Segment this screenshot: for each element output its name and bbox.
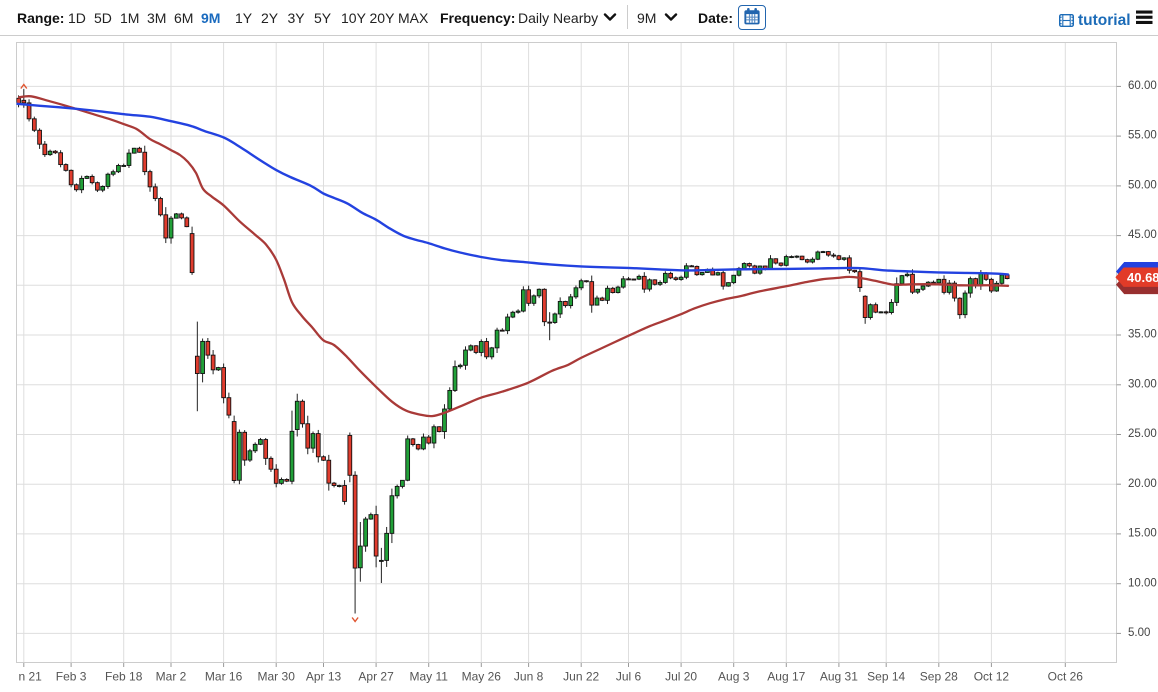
svg-text:Jun 22: Jun 22 — [563, 670, 599, 684]
svg-text:Apr 13: Apr 13 — [306, 670, 342, 684]
svg-text:Jun 8: Jun 8 — [514, 670, 544, 684]
svg-text:Feb 18: Feb 18 — [105, 670, 143, 684]
svg-text:May 26: May 26 — [462, 670, 502, 684]
svg-text:25.00: 25.00 — [1128, 428, 1157, 440]
svg-text:Oct 26: Oct 26 — [1048, 670, 1084, 684]
svg-text:45.00: 45.00 — [1128, 229, 1157, 241]
svg-text:40.68: 40.68 — [1127, 270, 1158, 285]
svg-text:60.00: 60.00 — [1128, 80, 1157, 92]
svg-text:Mar 16: Mar 16 — [205, 670, 243, 684]
svg-text:35.00: 35.00 — [1128, 329, 1157, 341]
svg-text:Aug 3: Aug 3 — [718, 670, 750, 684]
svg-text:20.00: 20.00 — [1128, 478, 1157, 490]
svg-text:5.00: 5.00 — [1128, 627, 1150, 639]
svg-text:Oct 12: Oct 12 — [974, 670, 1010, 684]
svg-text:May 11: May 11 — [409, 670, 448, 684]
svg-text:10.00: 10.00 — [1128, 577, 1157, 589]
svg-text:Aug 31: Aug 31 — [820, 670, 858, 684]
svg-text:Sep 14: Sep 14 — [867, 670, 905, 684]
svg-text:Jan 21: Jan 21 — [6, 670, 42, 684]
svg-text:55.00: 55.00 — [1128, 130, 1157, 142]
svg-text:Jul 6: Jul 6 — [616, 670, 642, 684]
svg-text:30.00: 30.00 — [1128, 378, 1157, 390]
svg-text:Aug 17: Aug 17 — [767, 670, 805, 684]
svg-text:Sep 28: Sep 28 — [920, 670, 958, 684]
svg-text:50.00: 50.00 — [1128, 180, 1157, 192]
svg-text:Feb 3: Feb 3 — [56, 670, 87, 684]
svg-text:Jul 20: Jul 20 — [665, 670, 697, 684]
svg-text:Apr 27: Apr 27 — [358, 670, 394, 684]
svg-text:Mar 2: Mar 2 — [156, 670, 187, 684]
svg-text:Mar 30: Mar 30 — [258, 670, 296, 684]
svg-text:15.00: 15.00 — [1128, 528, 1157, 540]
